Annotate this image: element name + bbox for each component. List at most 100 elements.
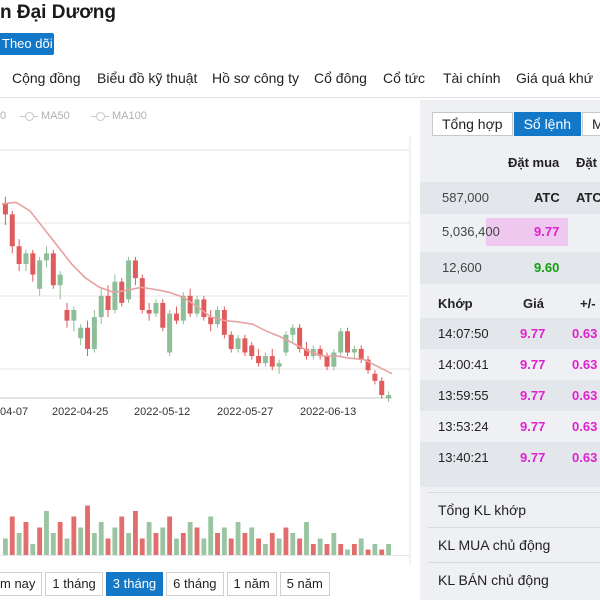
legend-ma50[interactable]: MA50: [20, 110, 70, 122]
period-selector: m nay 1 tháng 3 tháng 6 tháng 1 năm 5 năm: [0, 572, 333, 596]
volume-bar: [235, 522, 241, 555]
volume-bar: [256, 538, 261, 555]
volume-bar: [78, 527, 84, 555]
volume-bar: [160, 527, 166, 555]
trade-row: [420, 380, 600, 411]
x-tick-label: 2022-06-13: [300, 406, 356, 418]
candle: [71, 310, 77, 321]
trade-time-header: Khớp: [438, 296, 473, 311]
volume-bar: [133, 511, 138, 555]
volume-bar: [208, 516, 214, 555]
candle: [139, 278, 145, 310]
price-chart[interactable]: 04-07 2022-04-25 2022-05-12 2022-05-27 2022-…: [0, 135, 418, 565]
period-button[interactable]: m nay: [0, 572, 43, 596]
volume-bar: [290, 533, 296, 555]
period-button[interactable]: 5 năm: [279, 572, 330, 596]
tab-2[interactable]: Hồ sơ công ty: [212, 70, 299, 86]
tab-6[interactable]: Giá quá khứ: [516, 70, 594, 86]
candle: [351, 348, 357, 353]
volume-bar: [64, 538, 70, 555]
trade-change: 0.63: [572, 419, 598, 434]
candle: [187, 295, 193, 314]
volume-bar: [44, 511, 49, 555]
candle: [78, 327, 84, 339]
volume-bar: [372, 544, 378, 555]
summary-row: KL BÁN chủ động: [428, 562, 600, 596]
volume-bar: [153, 533, 159, 555]
volume-bar: [139, 538, 145, 555]
volume-bar: [98, 522, 104, 555]
panel-tab[interactable]: Tổng hợp: [432, 112, 513, 136]
bid-volume-bar: [486, 218, 568, 246]
trade-time: 14:00:41: [438, 357, 489, 372]
candle: [23, 253, 29, 264]
panel-tab[interactable]: Mức: [582, 112, 600, 136]
bid-header: Đặt mua: [508, 155, 560, 170]
tab-3[interactable]: Cổ đông: [314, 70, 367, 86]
legend-ma20[interactable]: 0: [0, 110, 6, 122]
summary-row: Tổng KL khớp: [428, 492, 600, 526]
x-tick-label: 2022-05-27: [217, 406, 273, 418]
candle: [9, 214, 15, 247]
volume-bar: [283, 527, 289, 555]
candle: [2, 203, 8, 215]
candle: [386, 395, 392, 399]
trade-row: [420, 442, 600, 473]
legend-ma20-label: 0: [0, 110, 7, 122]
ma-line: [1, 201, 393, 375]
volume-bar: [215, 533, 220, 555]
tab-5[interactable]: Tài chính: [443, 70, 501, 86]
period-button[interactable]: 6 tháng: [166, 572, 224, 596]
candle: [153, 302, 159, 314]
candle: [98, 295, 104, 318]
period-button[interactable]: 1 năm: [226, 572, 277, 596]
period-button[interactable]: 3 tháng: [105, 572, 164, 596]
candle: [365, 359, 371, 371]
candle: [112, 281, 118, 310]
candle: [290, 327, 296, 335]
tab-1[interactable]: Biểu đồ kỹ thuật: [97, 70, 198, 86]
book-price[interactable]: 9.60: [534, 260, 560, 275]
candle: [105, 295, 111, 310]
ask-price[interactable]: ATC: [576, 190, 600, 205]
tab-4[interactable]: Cổ tức: [383, 70, 426, 86]
summary-row: KL MUA chủ động: [428, 527, 600, 561]
candle: [180, 295, 186, 321]
volume-bar: [263, 544, 268, 555]
trade-price: 9.77: [520, 450, 546, 465]
trade-change-header: +/-: [580, 296, 596, 311]
candle: [146, 310, 152, 314]
volume-bar: [187, 522, 193, 555]
volume-bar: [249, 527, 255, 555]
volume-bar: [242, 533, 248, 555]
candle: [303, 348, 309, 357]
volume-bar: [37, 527, 43, 555]
book-row: [420, 182, 600, 214]
book-volume: 5,036,400: [442, 224, 500, 239]
volume-bar: [180, 533, 186, 555]
legend-ma100[interactable]: MA100: [91, 110, 147, 122]
period-button[interactable]: 1 tháng: [45, 572, 103, 596]
volume-bar: [105, 538, 111, 555]
follow-button[interactable]: Theo dõi: [0, 33, 54, 55]
legend-line-icon: [91, 111, 109, 121]
candle: [379, 380, 385, 395]
volume-bar: [338, 544, 344, 555]
x-tick-label: 2022-05-12: [134, 406, 190, 418]
volume-bar: [146, 522, 152, 555]
trade-price: 9.77: [520, 326, 546, 341]
candle: [201, 299, 207, 318]
tab-0[interactable]: Cộng đồng: [12, 70, 81, 86]
candle: [119, 281, 125, 303]
candle: [30, 253, 36, 275]
book-price[interactable]: 9.77: [534, 224, 560, 239]
panel-tab[interactable]: Sổ lệnh: [513, 112, 582, 136]
volume-bar: [30, 544, 36, 555]
tab-nav: Cộng đồng Biểu đồ kỹ thuật Hồ sơ công ty Cổ…: [0, 60, 600, 98]
trade-change: 0.63: [572, 357, 598, 372]
candle: [338, 331, 344, 353]
volume-bar: [71, 516, 77, 555]
book-price[interactable]: ATC: [534, 190, 560, 205]
volume-bar: [201, 538, 207, 555]
volume-bar: [331, 533, 337, 555]
